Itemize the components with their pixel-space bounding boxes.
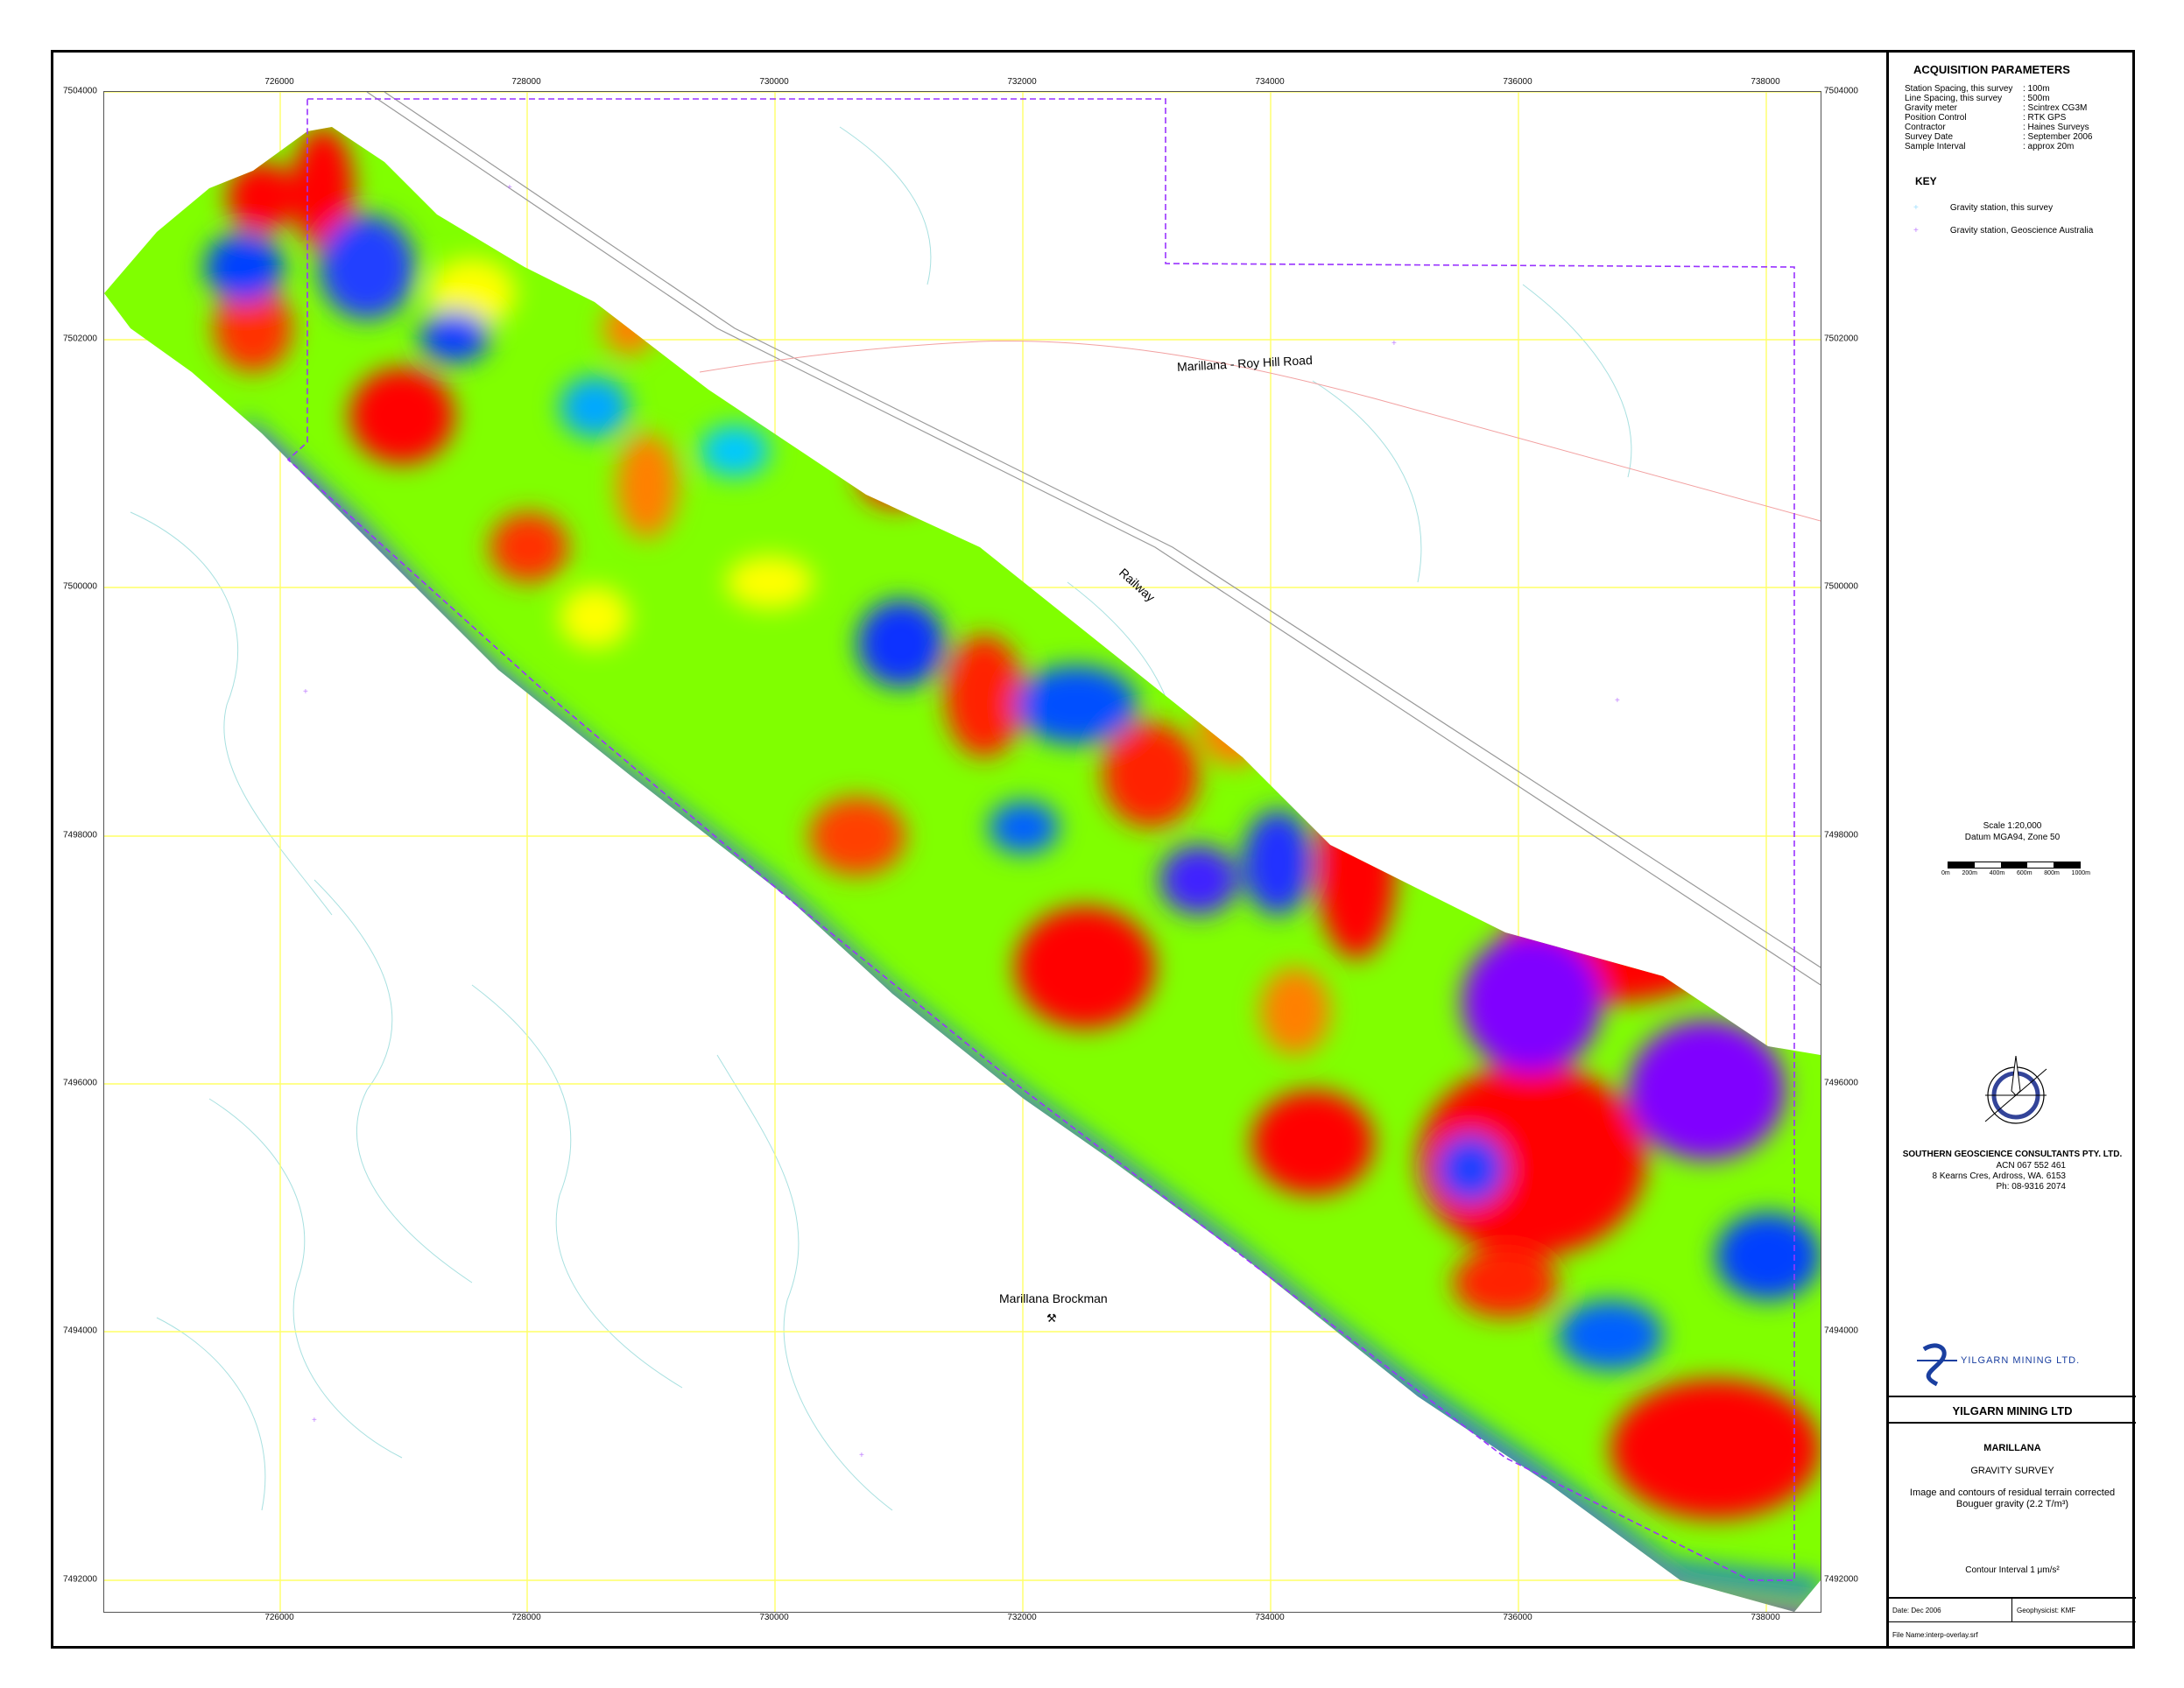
- consultant-phone: Ph: 08-9316 2074: [1996, 1182, 2066, 1192]
- tenement-boundary: [286, 98, 1795, 1581]
- map-description-2: Bouguer gravity (2.2 T/m³): [1955, 1499, 2069, 1509]
- file-name: File Name:interp-overlay.srf: [1892, 1631, 1978, 1639]
- date-box: Date: Dec 2006: [1892, 1607, 1941, 1614]
- y-tick-right: 7498000: [1824, 830, 1858, 840]
- svg-text:+: +: [507, 183, 512, 193]
- x-tick-bottom: 730000: [759, 1613, 789, 1622]
- gravity-image: [104, 127, 1821, 1612]
- x-tick-top: 738000: [1751, 77, 1780, 87]
- map-sheet: [51, 50, 2135, 1649]
- y-tick-left: 7498000: [63, 830, 97, 840]
- acquisition-title: ACQUISITION PARAMETERS: [1913, 63, 2070, 76]
- svg-text:+: +: [312, 1416, 317, 1425]
- svg-text:+: +: [859, 1451, 864, 1460]
- contour-interval: Contour Interval 1 μm/s²: [1965, 1565, 2060, 1575]
- railway-line: [366, 92, 1821, 986]
- x-tick-top: 732000: [1007, 77, 1037, 87]
- divider: [1889, 1597, 2136, 1599]
- datum-text: Datum MGA94, Zone 50: [1964, 833, 2061, 842]
- divider: [1889, 1621, 2136, 1622]
- scale-bar: [1948, 862, 2081, 869]
- x-tick-bottom: 728000: [511, 1613, 541, 1622]
- scale-bar-labels: 0m 200m 400m 600m 800m 1000m: [1941, 870, 2090, 876]
- client-logo: YILGARN MINING LTD.: [1915, 1336, 2117, 1389]
- north-compass-icon: [1984, 1055, 2047, 1124]
- y-tick-right: 7496000: [1824, 1078, 1858, 1088]
- y-tick-right: 7494000: [1824, 1326, 1858, 1336]
- y-tick-right: 7502000: [1824, 334, 1858, 344]
- svg-text:+: +: [1391, 339, 1397, 348]
- param-row: Line Spacing, this survey: 500m: [1905, 94, 2050, 103]
- client-title: YILGARN MINING LTD: [1952, 1404, 2073, 1417]
- y-tick-right: 7504000: [1824, 86, 1858, 96]
- survey-station-icon: +: [1913, 203, 1919, 213]
- key-item-survey-station: + Gravity station, this survey: [1913, 203, 2054, 213]
- y-tick-right: 7500000: [1824, 581, 1858, 592]
- y-tick-left: 7502000: [63, 334, 97, 344]
- key-title: KEY: [1915, 175, 1937, 187]
- key-item-ga-station: + Gravity station, Geoscience Australia: [1913, 226, 2094, 236]
- x-tick-bottom: 738000: [1751, 1613, 1780, 1622]
- y-tick-left: 7504000: [63, 86, 97, 96]
- divider: [1889, 1396, 2136, 1397]
- geophysicist-box: Geophysicist: KMF: [2017, 1607, 2076, 1614]
- consultant-name: SOUTHERN GEOSCIENCE CONSULTANTS PTY. LTD…: [1902, 1150, 2123, 1159]
- consultant-acn: ACN 067 552 461: [1996, 1161, 2066, 1171]
- svg-text:+: +: [303, 687, 308, 697]
- map-frame[interactable]: + + + + + + Marillana - Roy Hill Road Ra…: [103, 91, 1821, 1613]
- param-row: Gravity meter: Scintrex CG3M: [1905, 103, 2088, 113]
- x-tick-bottom: 736000: [1503, 1613, 1532, 1622]
- param-row: Survey Date: September 2006: [1905, 132, 2093, 142]
- y-tick-right: 7492000: [1824, 1574, 1858, 1585]
- acquisition-params: Station Spacing, this survey: 100m Line …: [1905, 84, 2115, 151]
- x-tick-top: 736000: [1503, 77, 1532, 87]
- ga-gravity-stations: + + + + + +: [303, 183, 1620, 1460]
- gravity-map: + + + + + +: [104, 92, 1821, 1612]
- consultant-address: 8 Kearns Cres, Ardross, WA. 6153: [1932, 1171, 2066, 1181]
- x-tick-bottom: 726000: [264, 1613, 294, 1622]
- survey-type: GRAVITY SURVEY: [1970, 1466, 2054, 1476]
- yilgarn-logo-icon: [1917, 1343, 1957, 1387]
- y-tick-left: 7496000: [63, 1078, 97, 1088]
- param-row: Sample Interval: approx 20m: [1905, 142, 2075, 151]
- legend-panel: ACQUISITION PARAMETERS Station Spacing, …: [1886, 51, 2136, 1647]
- x-tick-top: 728000: [511, 77, 541, 87]
- param-row: Contractor: Haines Surveys: [1905, 123, 2089, 132]
- mine-icon: ⚒: [1046, 1312, 1057, 1325]
- x-tick-bottom: 734000: [1255, 1613, 1285, 1622]
- divider: [1889, 1422, 2136, 1424]
- y-tick-left: 7500000: [63, 581, 97, 592]
- param-row: Station Spacing, this survey: 100m: [1905, 84, 2050, 94]
- y-tick-left: 7492000: [63, 1574, 97, 1585]
- ga-station-icon: +: [1913, 226, 1919, 236]
- scale-text: Scale 1:20,000: [1983, 821, 2042, 831]
- mine-label: Marillana Brockman: [999, 1291, 1108, 1305]
- map-description: Image and contours of residual terrain c…: [1909, 1488, 2116, 1498]
- cell-divider: [2011, 1597, 2012, 1621]
- x-tick-top: 734000: [1255, 77, 1285, 87]
- param-row: Position Control: RTK GPS: [1905, 113, 2067, 123]
- y-tick-left: 7494000: [63, 1326, 97, 1336]
- project-name: MARILLANA: [1983, 1443, 2041, 1453]
- svg-text:+: +: [1615, 696, 1620, 706]
- x-tick-bottom: 732000: [1007, 1613, 1037, 1622]
- x-tick-top: 730000: [759, 77, 789, 87]
- x-tick-top: 726000: [264, 77, 294, 87]
